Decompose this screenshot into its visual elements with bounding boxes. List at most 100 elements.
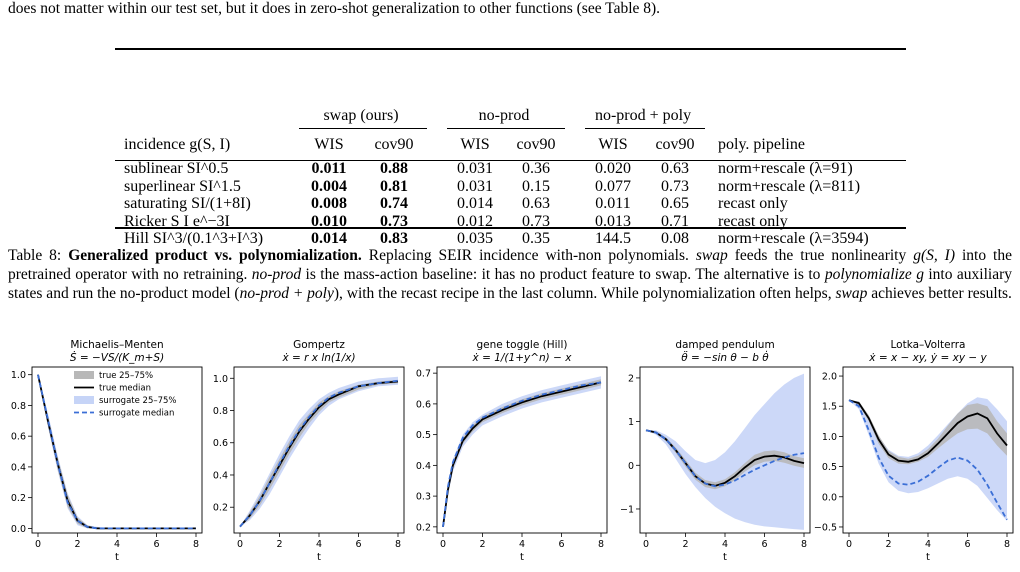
x-tick-label: 2	[682, 539, 688, 550]
true-median-line	[848, 399, 1008, 463]
y-tick-label: 0.8	[213, 406, 228, 417]
swap-wis-cell: 0.008	[311, 195, 347, 212]
swap-wis-cell: 0.011	[311, 160, 347, 177]
chart-equation: θ̈ = −sin θ − b θ̇	[681, 350, 769, 364]
pipeline-cell: recast only	[718, 195, 788, 212]
surrogate-band	[646, 373, 804, 530]
cmidrule-noprod-poly	[585, 128, 705, 129]
x-tick-label: 4	[722, 539, 728, 550]
legend-label: surrogate median	[99, 409, 174, 419]
chart-title: damped pendulum	[675, 340, 774, 351]
bottom-rule	[115, 227, 906, 229]
y-tick-label: 1.0	[822, 432, 837, 443]
x-axis-label: t	[520, 552, 524, 563]
x-tick-label: 6	[558, 539, 564, 550]
y-tick-label: 0.6	[213, 438, 228, 449]
surrogate-median-line	[645, 429, 805, 488]
surrogate-median-line	[239, 379, 399, 528]
row-label: saturating SI/(1+8I)	[124, 195, 251, 212]
legend-label: true 25–75%	[99, 371, 153, 381]
x-tick-label: 0	[440, 539, 446, 550]
x-tick-label: 0	[237, 539, 243, 550]
y-tick-label: 0.7	[416, 369, 431, 380]
y-tick-label: 1.5	[822, 402, 837, 413]
y-tick-label: 0.6	[11, 432, 26, 443]
chart-panel: 0 2 4 6 8 −0.5 0.0 0.5 1.0 1.5 2.0 t Lotka–Volterraẋ…	[814, 340, 1014, 563]
x-tick-label: 4	[114, 539, 120, 550]
pipeline-cell: norm+rescale (λ=3594)	[718, 230, 869, 247]
row-label: sublinear SI^0.5	[124, 160, 229, 177]
x-axis-label: t	[723, 552, 727, 563]
row-label: Hill SI^3/(0.1^3+I^3)	[124, 230, 264, 247]
noprod-wis-cell: 0.035	[457, 230, 493, 247]
noprod-cov90-cell: 0.73	[522, 212, 550, 230]
col-header-cov90: cov90	[655, 136, 695, 153]
x-tick-label: 6	[355, 539, 361, 550]
cmidrule-noprod	[447, 128, 565, 129]
y-tick-label: 0.2	[11, 493, 26, 504]
swap-wis-cell: 0.010	[311, 212, 347, 230]
row-label: Ricker S I e^−3I	[124, 212, 230, 230]
chart-panel: 0 2 4 6 8 0.0 0.2 0.4 0.6 0.8 1.0 t Michaelis–Menten…	[11, 340, 203, 563]
noprod-poly-wis-cell: 0.077	[595, 177, 631, 195]
swap-cov90-cell: 0.74	[380, 195, 408, 212]
swap-cov90-cell: 0.83	[380, 230, 408, 247]
true-band	[443, 379, 601, 527]
noprod-poly-wis-cell: 144.5	[595, 230, 631, 247]
y-tick-label: 0.3	[416, 492, 431, 503]
chart-title: Gompertz	[293, 340, 345, 351]
x-tick-label: 8	[1004, 539, 1010, 550]
group-header-noprod-poly: no-prod + poly	[594, 107, 692, 124]
noprod-cov90-cell: 0.15	[522, 177, 550, 195]
y-tick-label: 0	[628, 461, 634, 472]
noprod-poly-cov90-cell: 0.65	[661, 195, 689, 212]
noprod-cov90-cell: 0.35	[522, 230, 550, 247]
cmidrule-swap	[299, 128, 427, 129]
y-tick-label: −1	[620, 504, 634, 515]
surrogate-median-line	[442, 381, 602, 528]
noprod-poly-cov90-cell: 0.71	[661, 212, 689, 230]
chart-equation: ẋ = 1/(1+y^n) − x	[472, 352, 573, 364]
y-tick-label: 0.2	[416, 522, 431, 533]
x-tick-label: 2	[885, 539, 891, 550]
noprod-wis-cell: 0.012	[457, 212, 493, 230]
chart-equation: ẋ = r x ln(1/x)	[281, 352, 355, 364]
surrogate-median-line	[848, 399, 1008, 521]
chart-title: Michaelis–Menten	[70, 340, 163, 351]
x-tick-label: 8	[598, 539, 604, 550]
x-tick-label: 2	[276, 539, 282, 550]
true-band	[240, 379, 398, 527]
group-header-noprod: no-prod	[478, 107, 530, 124]
table-caption: Table 8: Generalized product vs. polynom…	[8, 247, 1012, 302]
y-tick-label: 1	[628, 417, 634, 428]
legend-swatch	[74, 396, 94, 404]
noprod-poly-wis-cell: 0.011	[595, 195, 631, 212]
x-tick-label: 8	[395, 539, 401, 550]
intro-text: does not matter within our test set, but…	[8, 0, 661, 17]
top-rule	[115, 48, 906, 50]
y-tick-label: −0.5	[814, 522, 837, 533]
pipeline-cell: recast only	[718, 212, 788, 230]
y-tick-label: 0.0	[822, 492, 837, 503]
pipeline-cell: norm+rescale (λ=91)	[718, 160, 853, 177]
swap-wis-cell: 0.004	[311, 177, 347, 195]
surrogate-median-line	[37, 374, 196, 530]
x-tick-label: 6	[761, 539, 767, 550]
y-tick-label: 1.0	[213, 374, 228, 385]
x-tick-label: 4	[519, 539, 525, 550]
x-tick-label: 0	[35, 539, 41, 550]
x-tick-label: 6	[153, 539, 159, 550]
noprod-poly-cov90-cell: 0.73	[661, 177, 689, 195]
y-tick-label: 2.0	[822, 372, 837, 383]
y-tick-label: 0.4	[11, 462, 26, 473]
legend-label: surrogate 25–75%	[99, 396, 177, 406]
y-tick-label: 1.0	[11, 370, 26, 381]
x-tick-label: 4	[316, 539, 322, 550]
noprod-wis-cell: 0.031	[457, 177, 493, 195]
y-tick-label: 2	[628, 373, 634, 384]
col-header-wis: WIS	[598, 136, 628, 153]
chart-panel: 0 2 4 6 8 0.2 0.3 0.4 0.5 0.6 0.7 t gene toggle (Hil…	[416, 340, 608, 563]
swap-cov90-cell: 0.81	[380, 177, 408, 195]
